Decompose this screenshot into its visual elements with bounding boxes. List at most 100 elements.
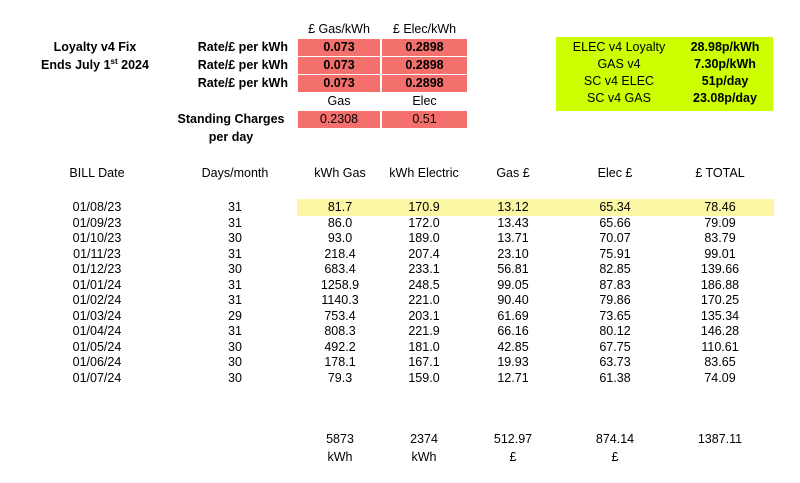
summary-label: ELEC v4 Loyalty bbox=[572, 40, 666, 54]
table-cell: 31 bbox=[228, 215, 242, 230]
summary-box bbox=[556, 37, 773, 111]
table-cell: 30 bbox=[228, 370, 242, 385]
table-cell: 81.7 bbox=[327, 200, 353, 214]
rate-gas-value: 0.073 bbox=[298, 57, 380, 74]
table-cell: 30 bbox=[228, 339, 242, 354]
standing-charges-per-day-label: per day bbox=[208, 130, 254, 144]
table-cell: 01/12/23 bbox=[72, 262, 122, 276]
total-cell: 874.14 bbox=[595, 432, 635, 446]
total-cell: 2374 bbox=[410, 432, 438, 446]
table-cell: 79.3 bbox=[327, 370, 353, 385]
table-cell: 01/11/23 bbox=[73, 246, 121, 261]
table-cell: 31 bbox=[228, 277, 242, 292]
total-unit-cell: £ bbox=[611, 450, 619, 464]
table-cell: 80.12 bbox=[599, 324, 631, 338]
table-cell: 13.71 bbox=[497, 231, 529, 245]
table-cell: 01/05/24 bbox=[72, 339, 122, 354]
table-cell: 56.81 bbox=[497, 262, 529, 276]
table-cell: 67.75 bbox=[599, 339, 631, 354]
sub-elec-label: Elec bbox=[412, 94, 437, 108]
table-cell: 29 bbox=[228, 308, 242, 323]
table-cell: 78.46 bbox=[704, 200, 736, 214]
table-cell: 146.28 bbox=[700, 324, 740, 338]
total-cell: 512.97 bbox=[493, 432, 533, 446]
table-cell: 218.4 bbox=[324, 246, 356, 261]
table-cell: 79.09 bbox=[704, 215, 736, 230]
table-cell: 12.71 bbox=[497, 370, 529, 385]
table-cell: 808.3 bbox=[324, 324, 356, 338]
total-cell: 1387.11 bbox=[697, 432, 743, 446]
bill-header-cell: kWh Electric bbox=[389, 166, 459, 180]
table-cell: 70.07 bbox=[599, 231, 631, 245]
table-cell: 13.43 bbox=[497, 215, 529, 230]
elec-rate-header: £ Elec/kWh bbox=[392, 22, 457, 36]
summary-value: 51p/day bbox=[701, 74, 749, 88]
table-cell: 87.83 bbox=[599, 277, 631, 292]
table-cell: 83.65 bbox=[704, 355, 736, 369]
table-cell: 66.16 bbox=[497, 324, 529, 338]
bill-header-cell: kWh Gas bbox=[314, 166, 366, 180]
rate-gas-value: 0.073 bbox=[298, 75, 380, 92]
table-cell: 99.01 bbox=[704, 246, 736, 261]
table-cell: 86.0 bbox=[327, 215, 353, 230]
total-cell: 5873 bbox=[326, 432, 354, 446]
bill-header-cell: Days/month bbox=[201, 166, 269, 180]
table-cell: 170.9 bbox=[408, 200, 440, 214]
total-unit-cell: kWh bbox=[327, 450, 353, 464]
rate-elec-value: 0.2898 bbox=[382, 39, 467, 56]
rate-label: Rate/£ per kWh bbox=[197, 58, 288, 72]
table-cell: 79.86 bbox=[599, 293, 631, 307]
table-cell: 178.1 bbox=[324, 355, 356, 369]
table-cell: 90.40 bbox=[497, 293, 529, 307]
table-cell: 248.5 bbox=[408, 277, 440, 292]
bill-header-cell: BILL Date bbox=[69, 166, 125, 180]
table-cell: 172.0 bbox=[408, 215, 440, 230]
summary-value: 28.98p/kWh bbox=[690, 40, 760, 54]
sub-gas-label: Gas bbox=[327, 94, 351, 108]
table-cell: 93.0 bbox=[327, 231, 353, 245]
summary-value: 7.30p/kWh bbox=[694, 57, 756, 71]
table-cell: 99.05 bbox=[497, 277, 529, 292]
tariff-title: Loyalty v4 Fix bbox=[53, 40, 137, 54]
table-cell: 01/03/24 bbox=[72, 308, 122, 323]
total-unit-cell: kWh bbox=[411, 450, 437, 464]
table-cell: 186.88 bbox=[700, 277, 740, 292]
table-cell: 1258.9 bbox=[320, 277, 360, 292]
tariff-end-date: Ends July 1st 2024 bbox=[41, 56, 149, 72]
standing-charges-label: Standing Charges bbox=[177, 112, 285, 126]
summary-value: 23.08p/day bbox=[693, 91, 757, 105]
table-cell: 31 bbox=[228, 200, 242, 214]
table-cell: 170.25 bbox=[700, 293, 740, 307]
table-cell: 683.4 bbox=[324, 262, 356, 276]
table-cell: 221.0 bbox=[408, 293, 440, 307]
table-cell: 753.4 bbox=[324, 308, 356, 323]
highlight-row-bar bbox=[297, 199, 774, 216]
table-cell: 203.1 bbox=[408, 308, 440, 323]
table-cell: 1140.3 bbox=[321, 293, 359, 307]
table-cell: 23.10 bbox=[497, 246, 529, 261]
bill-header-cell: £ TOTAL bbox=[695, 166, 745, 180]
gas-rate-header: £ Gas/kWh bbox=[308, 22, 370, 36]
rate-gas-value: 0.073 bbox=[298, 39, 380, 56]
rate-label: Rate/£ per kWh bbox=[197, 76, 288, 90]
bill-header-cell: Gas £ bbox=[496, 166, 530, 180]
rate-elec-value: 0.2898 bbox=[382, 57, 467, 74]
table-cell: 61.38 bbox=[599, 370, 631, 385]
table-cell: 31 bbox=[228, 324, 242, 338]
table-cell: 65.66 bbox=[599, 215, 631, 230]
summary-label: GAS v4 bbox=[597, 57, 641, 71]
standing-elec-value: 0.51 bbox=[382, 111, 467, 128]
table-cell: 189.0 bbox=[408, 231, 440, 245]
summary-label: SC v4 GAS bbox=[587, 91, 651, 105]
standing-gas-value: 0.2308 bbox=[298, 111, 380, 128]
table-cell: 159.0 bbox=[408, 370, 440, 385]
table-cell: 207.4 bbox=[408, 246, 440, 261]
table-cell: 01/06/24 bbox=[72, 355, 122, 369]
table-cell: 75.91 bbox=[599, 246, 631, 261]
table-cell: 01/01/24 bbox=[72, 277, 122, 292]
table-cell: 01/08/23 bbox=[72, 200, 122, 214]
rate-label: Rate/£ per kWh bbox=[197, 40, 288, 54]
table-cell: 74.09 bbox=[704, 370, 736, 385]
table-cell: 19.93 bbox=[497, 355, 529, 369]
table-cell: 31 bbox=[228, 246, 242, 261]
